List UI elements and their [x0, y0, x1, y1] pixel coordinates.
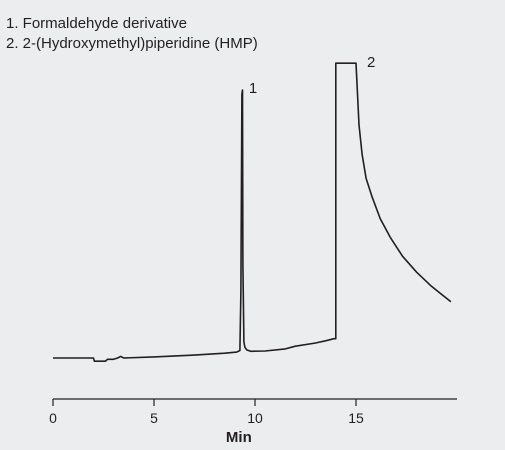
peak-labels: 12 [249, 54, 375, 97]
x-axis-title: Min [226, 429, 252, 446]
x-tick-label: 5 [150, 410, 158, 426]
chromatogram-trace [53, 62, 452, 362]
x-tick-label: 10 [247, 410, 263, 426]
legend: 1. Formaldehyde derivative 2. 2-(Hydroxym… [6, 15, 258, 52]
x-tick-label: 0 [49, 410, 57, 426]
x-tick-label: 15 [348, 410, 364, 426]
peak-label: 1 [249, 80, 257, 97]
legend-entry: 2. 2-(Hydroxymethyl)piperidine (HMP) [6, 35, 258, 52]
legend-entry: 1. Formaldehyde derivative [6, 15, 187, 32]
x-axis-ticks: 0 5 10 15 [49, 399, 364, 426]
peak-label: 2 [367, 54, 375, 71]
